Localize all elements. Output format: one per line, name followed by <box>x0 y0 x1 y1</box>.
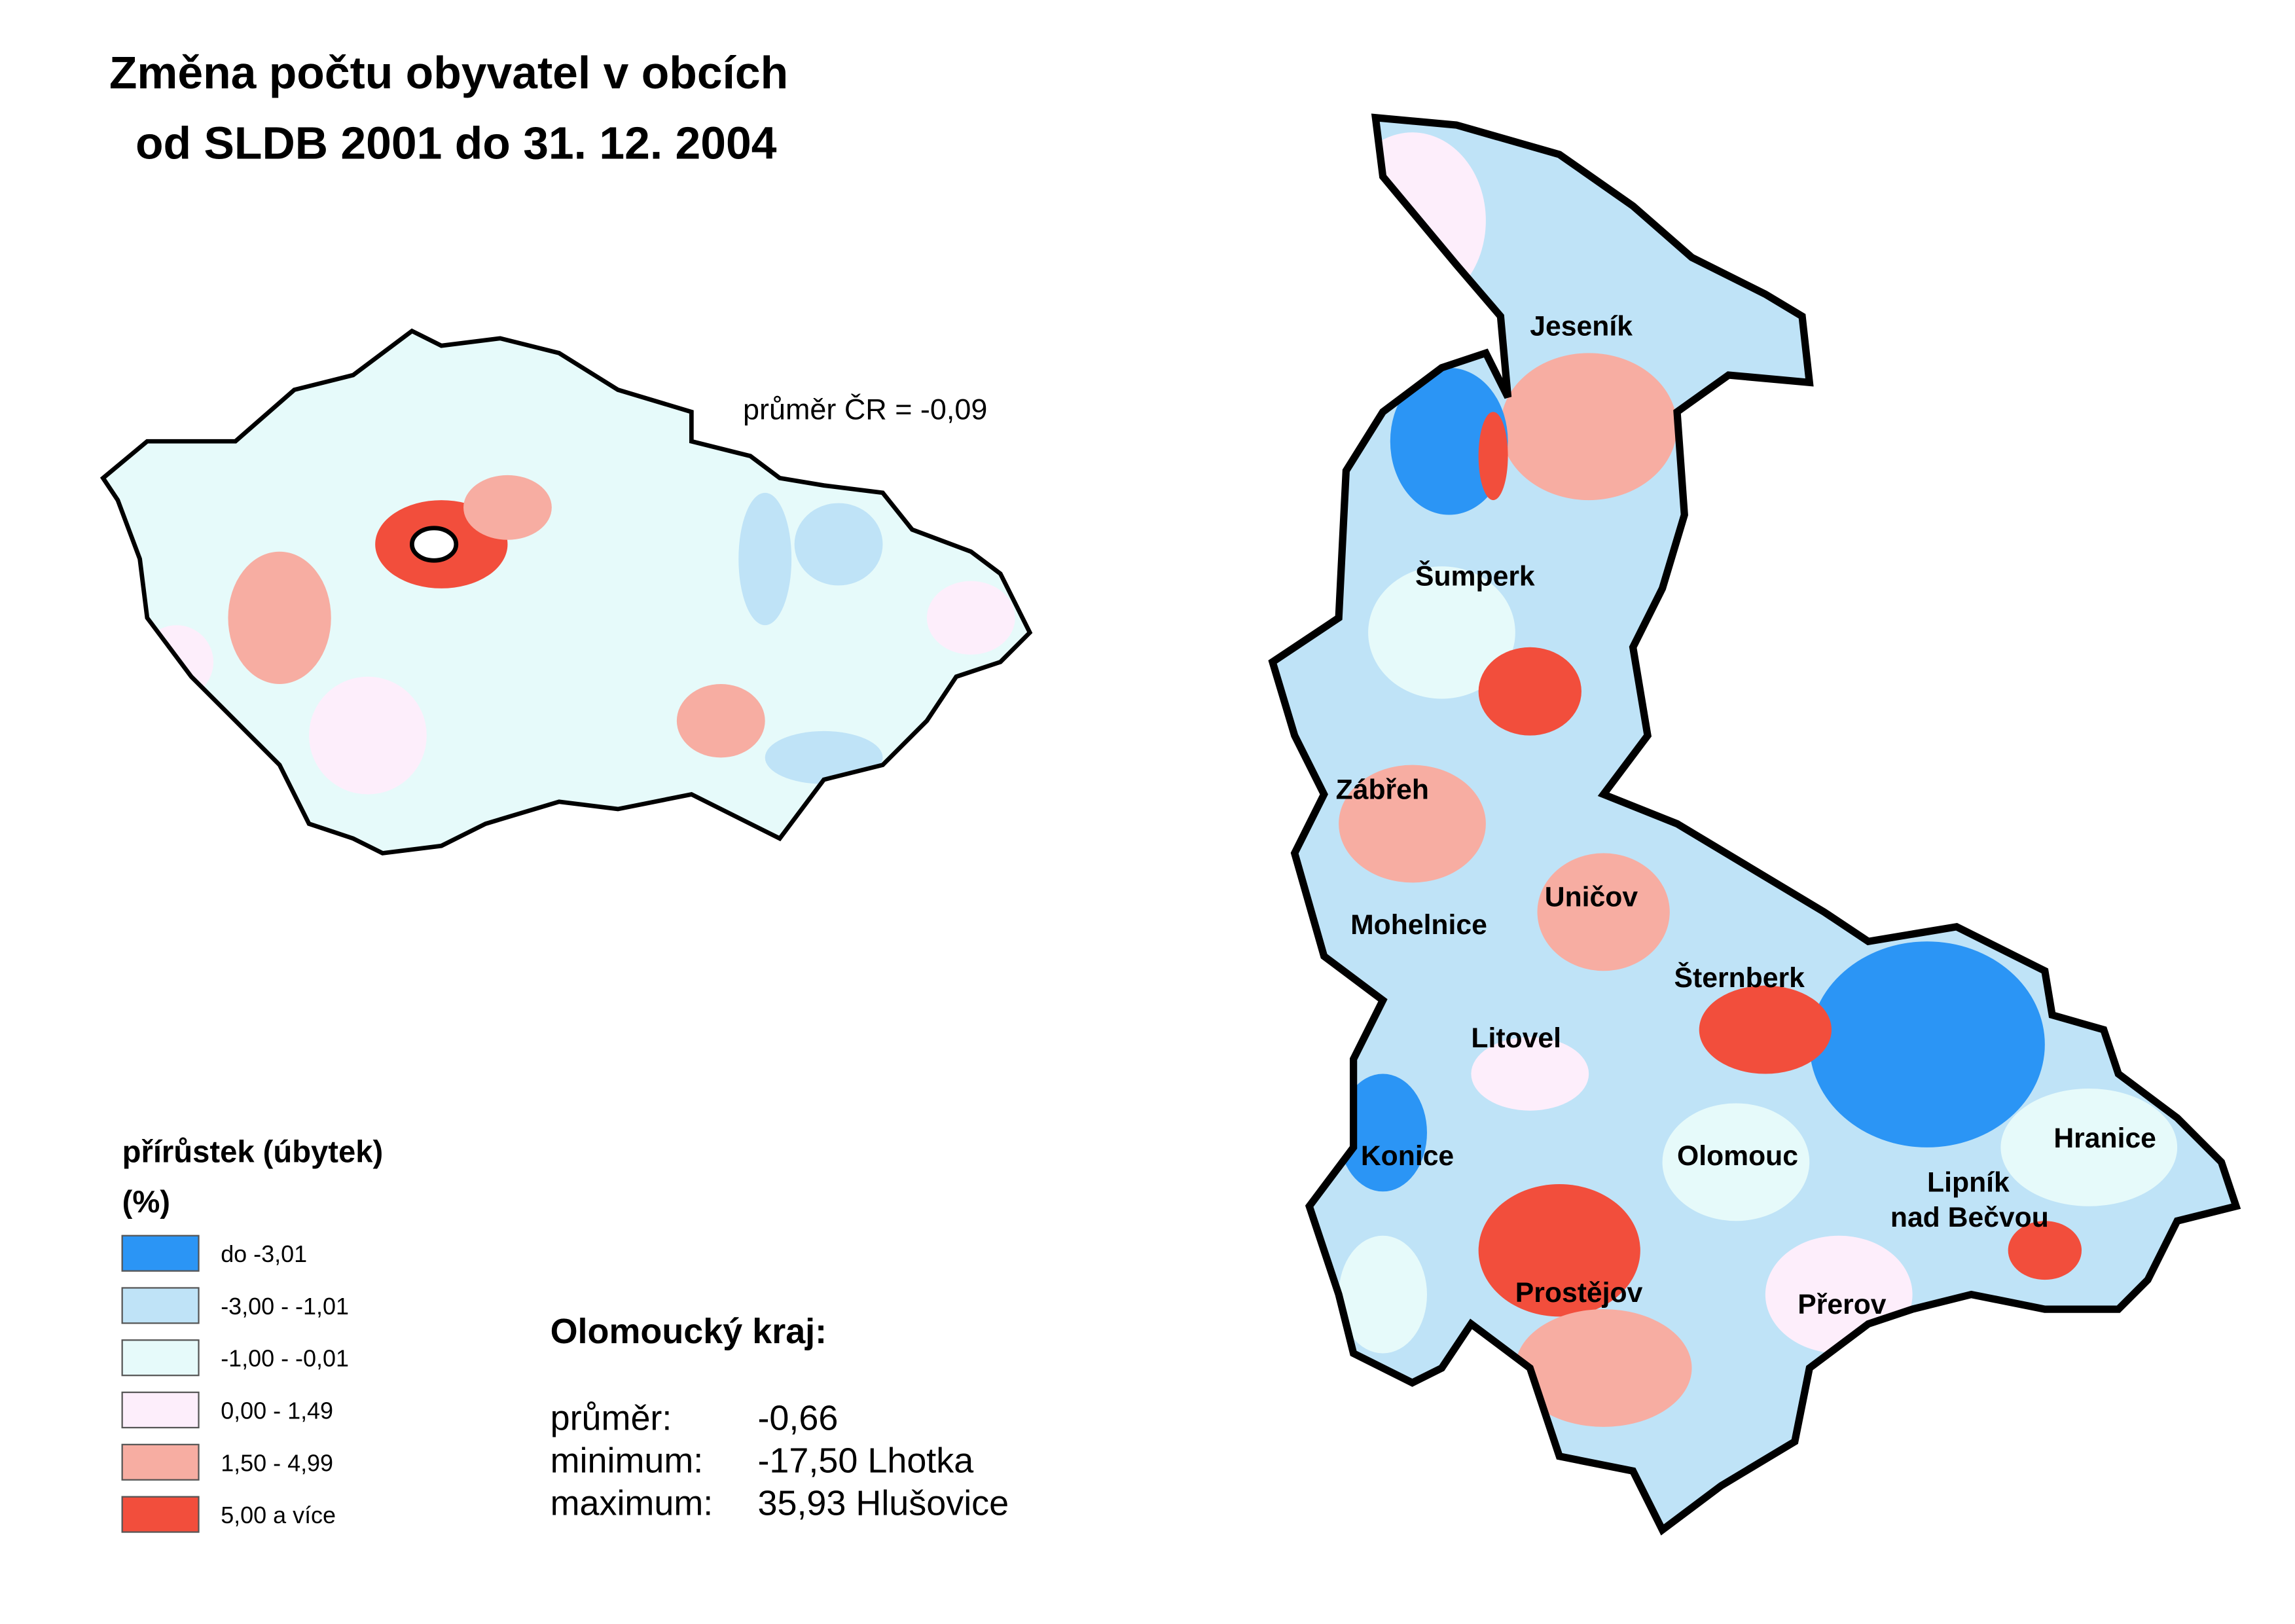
legend-label: 5,00 a více <box>221 1502 336 1528</box>
stat-value: -17,50 Lhotka <box>757 1441 973 1481</box>
town-label: Uničov <box>1545 881 1638 912</box>
legend-swatch <box>121 1287 200 1324</box>
legend-label: 0,00 - 1,49 <box>221 1398 333 1424</box>
legend-swatch <box>121 1391 200 1429</box>
stat-label: průměr: <box>551 1398 672 1437</box>
legend-swatch <box>121 1443 200 1481</box>
legend-label: 1,50 - 4,99 <box>221 1449 333 1476</box>
town-label: Litovel <box>1471 1022 1561 1054</box>
stat-label: minimum: <box>551 1441 704 1481</box>
town-label: nad Bečvou <box>1890 1202 2049 1233</box>
legend: do -3,01 -3,00 - -1,01 -1,00 - -0,01 0,00 -… <box>121 1235 349 1533</box>
town-label: Zábřeh <box>1336 774 1429 805</box>
stat-value: 35,93 Hlušovice <box>757 1484 1009 1523</box>
stats-title: Olomoucký kraj: <box>551 1312 827 1351</box>
legend-label: do -3,01 <box>221 1240 307 1267</box>
legend-label: -1,00 - -0,01 <box>221 1345 349 1372</box>
town-label: Jeseník <box>1530 310 1633 342</box>
legend-swatch <box>121 1496 200 1533</box>
legend-swatch <box>121 1235 200 1272</box>
legend-title: přírůstek (úbytek) <box>122 1134 384 1169</box>
town-label: Šternberk <box>1674 962 1805 994</box>
legend-unit: (%) <box>122 1185 170 1219</box>
legend-swatch <box>121 1339 200 1377</box>
town-label: Hranice <box>2053 1123 2156 1154</box>
town-label: Lipník <box>1927 1166 2010 1198</box>
olomouc-region-map <box>1250 103 2266 1559</box>
stat-label: maximum: <box>551 1484 714 1523</box>
town-label: Prostějov <box>1515 1277 1643 1308</box>
stat-value: -0,66 <box>757 1398 838 1437</box>
region-fill <box>1273 117 2236 1530</box>
town-label: Přerov <box>1798 1289 1887 1320</box>
town-label: Konice <box>1361 1140 1454 1172</box>
town-label: Mohelnice <box>1350 909 1487 941</box>
town-label: Šumperk <box>1415 560 1535 592</box>
title-line: od SLDB 2001 do 31. 12. 2004 <box>136 118 777 169</box>
legend-label: -3,00 - -1,01 <box>221 1293 349 1320</box>
cr-average: průměr ČR = -0,09 <box>743 392 987 425</box>
town-label: Olomouc <box>1677 1140 1798 1172</box>
region-stats: průměr: -0,66 minimum: -17,50 Lhotka maximum… <box>551 1398 1009 1523</box>
title-line: Změna počtu obyvatel v obcích <box>109 47 788 98</box>
